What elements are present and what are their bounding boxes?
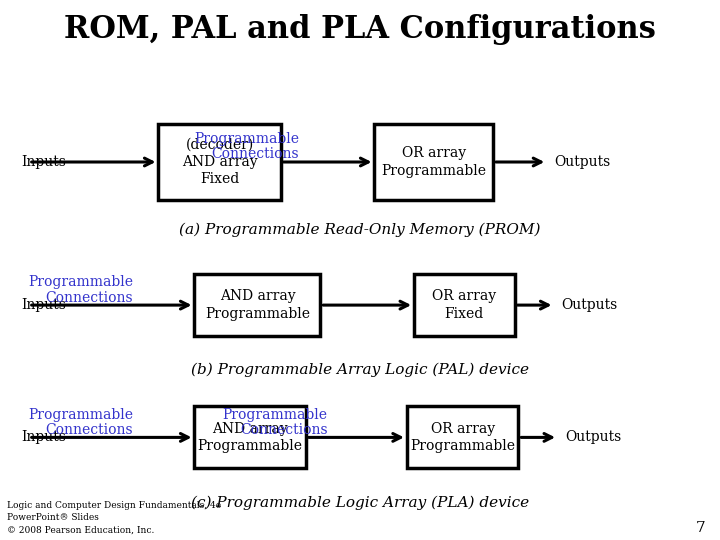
FancyBboxPatch shape — [194, 406, 306, 468]
Text: Programmable: Programmable — [28, 275, 133, 289]
Text: Connections: Connections — [240, 423, 328, 437]
Text: Outputs: Outputs — [565, 430, 621, 444]
Text: AND array: AND array — [181, 155, 258, 169]
Text: (decoder): (decoder) — [186, 138, 253, 152]
Text: Programmable: Programmable — [410, 439, 515, 453]
Text: Outputs: Outputs — [562, 298, 618, 312]
Text: AND array: AND array — [220, 289, 295, 303]
Text: Fixed: Fixed — [200, 172, 239, 186]
FancyBboxPatch shape — [407, 406, 518, 468]
Text: Programmable: Programmable — [382, 164, 486, 178]
Text: Programmable: Programmable — [198, 439, 302, 453]
FancyBboxPatch shape — [374, 124, 493, 200]
Text: OR array: OR array — [402, 146, 466, 160]
FancyBboxPatch shape — [414, 274, 515, 336]
Text: Connections: Connections — [45, 423, 133, 437]
Text: OR array: OR array — [432, 289, 497, 303]
Text: Logic and Computer Design Fundamentals, 4e
PowerPoint® Slides
© 2008 Pearson Edu: Logic and Computer Design Fundamentals, … — [7, 501, 221, 535]
FancyBboxPatch shape — [194, 274, 320, 336]
Text: Programmable: Programmable — [205, 307, 310, 321]
FancyBboxPatch shape — [158, 124, 281, 200]
Text: OR array: OR array — [431, 422, 495, 436]
Text: Outputs: Outputs — [554, 155, 611, 169]
Text: Programmable: Programmable — [194, 132, 299, 146]
Text: Programmable: Programmable — [222, 408, 328, 422]
Text: Inputs: Inputs — [22, 298, 66, 312]
Text: Connections: Connections — [211, 147, 299, 161]
Text: (b) Programmable Array Logic (PAL) device: (b) Programmable Array Logic (PAL) devic… — [191, 363, 529, 377]
Text: 7: 7 — [696, 521, 706, 535]
Text: (a) Programmable Read-Only Memory (PROM): (a) Programmable Read-Only Memory (PROM) — [179, 222, 541, 237]
Text: Connections: Connections — [45, 291, 133, 305]
Text: Fixed: Fixed — [445, 307, 484, 321]
Text: Inputs: Inputs — [22, 430, 66, 444]
Text: ROM, PAL and PLA Configurations: ROM, PAL and PLA Configurations — [64, 14, 656, 45]
Text: (c) Programmable Logic Array (PLA) device: (c) Programmable Logic Array (PLA) devic… — [191, 496, 529, 510]
Text: AND array: AND array — [212, 422, 288, 436]
Text: Inputs: Inputs — [22, 155, 66, 169]
Text: Programmable: Programmable — [28, 408, 133, 422]
